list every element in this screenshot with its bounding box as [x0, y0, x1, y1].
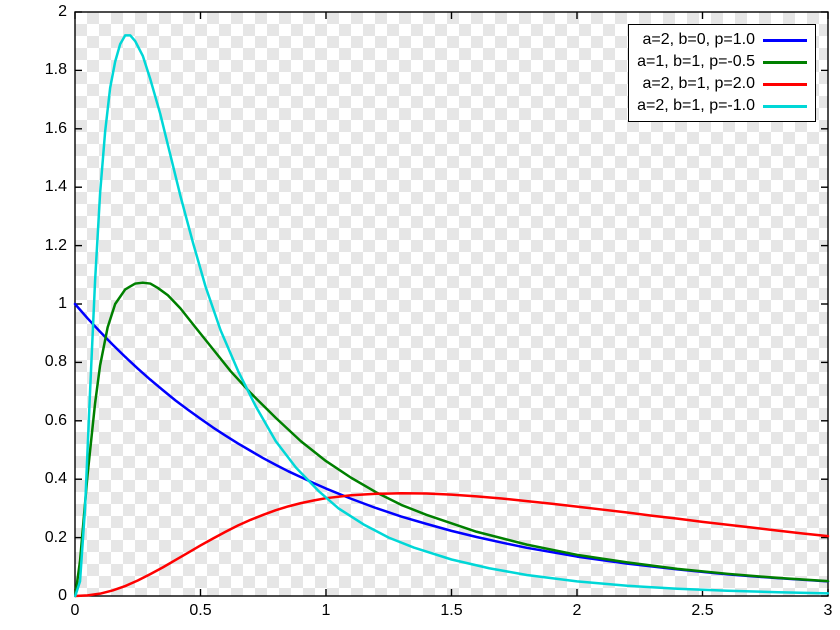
- legend-row: a=2, b=0, p=1.0: [637, 29, 807, 51]
- legend-row: a=2, b=1, p=-1.0: [637, 95, 807, 117]
- legend-row: a=2, b=1, p=2.0: [637, 73, 807, 95]
- series-line-s3: [75, 493, 828, 596]
- legend-swatch: [763, 105, 807, 108]
- xtick-label: 2: [557, 602, 597, 620]
- xtick-label: 1: [306, 602, 346, 620]
- xtick-label: 2.5: [683, 602, 723, 620]
- legend-row: a=1, b=1, p=-0.5: [637, 51, 807, 73]
- ytick-label: 0: [17, 587, 67, 605]
- ytick-label: 1.8: [17, 61, 67, 79]
- ytick-label: 0.4: [17, 470, 67, 488]
- legend-label: a=2, b=1, p=2.0: [642, 75, 755, 93]
- legend: a=2, b=0, p=1.0 a=1, b=1, p=-0.5 a=2, b=1,…: [628, 24, 816, 122]
- ytick-label: 1: [17, 295, 67, 313]
- xtick-label: 1.5: [432, 602, 472, 620]
- ytick-label: 1.2: [17, 237, 67, 255]
- ytick-label: 1.4: [17, 178, 67, 196]
- legend-label: a=2, b=1, p=-1.0: [637, 97, 755, 115]
- xtick-label: 0.5: [181, 602, 221, 620]
- xtick-label: 3: [808, 602, 840, 620]
- ytick-label: 0.8: [17, 353, 67, 371]
- ytick-label: 2: [17, 3, 67, 21]
- ytick-label: 0.2: [17, 529, 67, 547]
- legend-swatch: [763, 61, 807, 64]
- legend-swatch: [763, 83, 807, 86]
- legend-label: a=1, b=1, p=-0.5: [637, 53, 755, 71]
- legend-swatch: [763, 39, 807, 42]
- legend-label: a=2, b=0, p=1.0: [642, 31, 755, 49]
- chart-container: 00.511.522.5300.20.40.60.811.21.41.61.82…: [0, 0, 840, 630]
- series-line-s1: [75, 304, 828, 581]
- ytick-label: 0.6: [17, 412, 67, 430]
- ytick-label: 1.6: [17, 120, 67, 138]
- series-line-s2: [75, 283, 828, 596]
